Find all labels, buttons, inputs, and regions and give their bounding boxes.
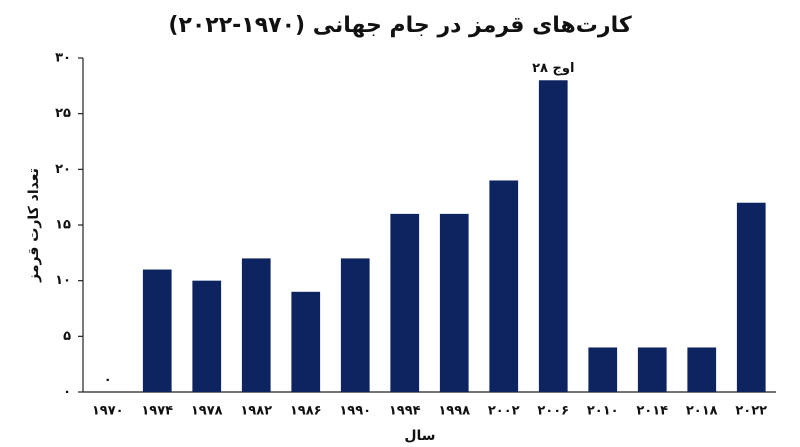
x-tick-label: ۲۰۱۸ [686,404,718,419]
y-tick-label: ۳۰ [55,51,71,66]
x-tick-label: ۱۹۹۴ [389,404,421,419]
x-tick-label: ۱۹۹۸ [438,404,470,419]
bar [637,347,667,392]
y-tick-label: ۲۵ [55,106,71,121]
bar [241,258,271,392]
x-tick-label: ۱۹۷۴ [141,404,173,419]
x-tick-label: ۱۹۸۶ [290,404,322,419]
data-label: ۰ [104,373,112,388]
bar [340,258,370,392]
x-axis-label: سال [404,428,435,444]
bar [142,269,172,392]
bar [588,347,618,392]
x-tick-label: ۲۰۰۲ [488,404,520,419]
bar [291,291,321,392]
bar [538,80,568,393]
data-label: اوج ۲۸ [532,61,574,76]
x-tick-label: ۱۹۷۰ [92,404,124,419]
y-axis-label: تعداد کارت قرمز [26,168,42,283]
x-tick-label: ۱۹۷۸ [191,404,223,419]
y-tick-label: ۰ [63,385,71,400]
bar [390,213,420,392]
chart-title: کارت‌های قرمز در جام جهانی (۱۹۷۰-۲۰۲۲) [168,13,631,38]
x-tick-label: ۲۰۰۶ [537,404,569,419]
x-tick-label: ۲۰۲۲ [735,404,767,419]
x-tick-label: ۲۰۱۴ [636,404,668,419]
x-tick-label: ۱۹۹۰ [339,404,371,419]
bar [736,202,766,392]
bar [489,180,519,392]
y-tick-label: ۲۰ [55,162,71,177]
x-tick-label: ۲۰۱۰ [587,404,619,419]
x-tick-label: ۱۹۸۲ [240,404,272,419]
y-tick-label: ۱۰ [55,273,71,288]
bar [192,280,222,392]
bar [687,347,717,392]
y-tick-label: ۱۵ [55,218,71,233]
bar [439,213,469,392]
y-tick-label: ۵ [63,329,71,344]
